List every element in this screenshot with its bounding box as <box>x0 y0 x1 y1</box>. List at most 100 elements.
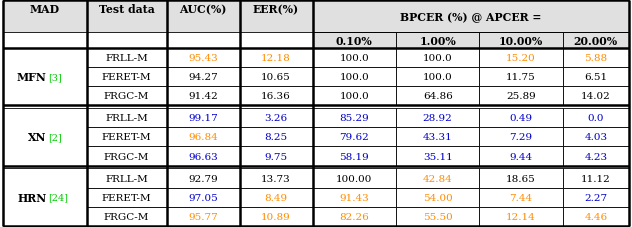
Bar <box>480 169 563 188</box>
Text: 10.00%: 10.00% <box>499 36 544 47</box>
Text: 97.05: 97.05 <box>188 193 218 202</box>
Text: 4.03: 4.03 <box>584 133 607 142</box>
Bar <box>563 87 629 106</box>
Text: FRLL-M: FRLL-M <box>105 114 148 123</box>
Text: AUC(%): AUC(%) <box>179 4 227 15</box>
Bar <box>3 0 87 33</box>
Text: 95.77: 95.77 <box>188 212 218 221</box>
Bar <box>396 169 480 188</box>
Text: 35.11: 35.11 <box>423 152 453 161</box>
Bar <box>87 147 167 166</box>
Bar <box>167 49 240 68</box>
Bar <box>396 33 480 49</box>
Text: FRGC-M: FRGC-M <box>104 92 149 101</box>
Text: 15.20: 15.20 <box>506 54 536 63</box>
Bar <box>312 169 396 188</box>
Text: FERET-M: FERET-M <box>102 73 152 82</box>
Bar <box>312 1 629 33</box>
Text: 6.51: 6.51 <box>584 73 607 82</box>
Text: 18.65: 18.65 <box>506 174 536 183</box>
Bar <box>240 87 312 106</box>
Bar <box>3 169 87 226</box>
Bar <box>3 109 87 166</box>
Bar <box>480 109 563 128</box>
Text: 85.29: 85.29 <box>339 114 369 123</box>
Text: 3.26: 3.26 <box>264 114 288 123</box>
Text: 1.00%: 1.00% <box>419 36 456 47</box>
Bar <box>480 128 563 147</box>
Bar <box>312 147 396 166</box>
Text: 13.73: 13.73 <box>261 174 291 183</box>
Bar <box>167 169 240 188</box>
Bar <box>167 207 240 226</box>
Bar <box>480 49 563 68</box>
Text: 55.50: 55.50 <box>423 212 453 221</box>
Text: HRN: HRN <box>17 192 47 203</box>
Text: 28.92: 28.92 <box>423 114 453 123</box>
Text: Test data: Test data <box>99 4 154 15</box>
Bar <box>167 87 240 106</box>
Bar <box>240 68 312 87</box>
Bar <box>87 169 167 188</box>
Text: 96.84: 96.84 <box>188 133 218 142</box>
Bar <box>396 128 480 147</box>
Text: EER(%): EER(%) <box>253 4 299 15</box>
Text: 100.0: 100.0 <box>339 54 369 63</box>
Text: 16.36: 16.36 <box>261 92 291 101</box>
Bar <box>312 49 396 68</box>
Text: FRGC-M: FRGC-M <box>104 212 149 221</box>
Text: 64.86: 64.86 <box>423 92 453 101</box>
Text: [2]: [2] <box>48 133 62 142</box>
Text: FERET-M: FERET-M <box>102 133 152 142</box>
Text: 11.12: 11.12 <box>581 174 611 183</box>
Bar <box>480 68 563 87</box>
Text: 94.27: 94.27 <box>188 73 218 82</box>
Bar <box>312 128 396 147</box>
Text: 95.43: 95.43 <box>188 54 218 63</box>
Text: 4.46: 4.46 <box>584 212 607 221</box>
Bar <box>87 109 167 128</box>
Bar <box>563 147 629 166</box>
Bar <box>312 109 396 128</box>
Bar <box>240 169 312 188</box>
Bar <box>563 68 629 87</box>
Bar <box>480 33 563 49</box>
Text: 99.17: 99.17 <box>188 114 218 123</box>
Text: 11.75: 11.75 <box>506 73 536 82</box>
Text: [3]: [3] <box>48 73 62 82</box>
Bar <box>87 49 167 68</box>
Text: 8.25: 8.25 <box>264 133 288 142</box>
Text: FRLL-M: FRLL-M <box>105 174 148 183</box>
Text: 5.88: 5.88 <box>584 54 607 63</box>
Text: MFN: MFN <box>16 72 47 83</box>
Text: 12.18: 12.18 <box>261 54 291 63</box>
Text: 4.23: 4.23 <box>584 152 607 161</box>
Bar <box>480 207 563 226</box>
Text: FERET-M: FERET-M <box>102 193 152 202</box>
Bar <box>87 207 167 226</box>
Bar <box>240 188 312 207</box>
Bar <box>312 87 396 106</box>
Bar <box>87 188 167 207</box>
Bar <box>87 68 167 87</box>
Bar <box>167 147 240 166</box>
Text: 100.0: 100.0 <box>339 92 369 101</box>
Bar <box>312 68 396 87</box>
Bar <box>563 49 629 68</box>
Bar <box>563 33 629 49</box>
Text: 100.00: 100.00 <box>336 174 372 183</box>
Bar <box>396 49 480 68</box>
Text: 2.27: 2.27 <box>584 193 607 202</box>
Bar <box>87 87 167 106</box>
Text: MAD: MAD <box>30 4 60 15</box>
Text: 7.44: 7.44 <box>509 193 533 202</box>
Text: 20.00%: 20.00% <box>574 36 618 47</box>
Bar <box>396 207 480 226</box>
Text: BPCER (%) @ APCER =: BPCER (%) @ APCER = <box>400 12 542 23</box>
Text: 0.0: 0.0 <box>588 114 604 123</box>
Bar <box>240 207 312 226</box>
Text: 8.49: 8.49 <box>264 193 288 202</box>
Bar <box>312 188 396 207</box>
Text: 96.63: 96.63 <box>188 152 218 161</box>
Text: 9.75: 9.75 <box>264 152 288 161</box>
